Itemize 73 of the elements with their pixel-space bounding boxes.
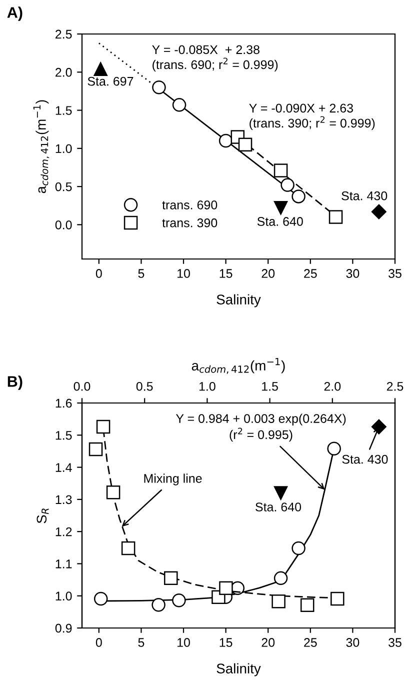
point (152, 598, 166, 612)
y-tick-label: 1.5 (56, 106, 72, 115)
point (274, 164, 288, 178)
x-tick-label: 35 (388, 638, 402, 647)
annotation: Y = -0.090X + 2.63 (trans. 390; r$^{2}$ = 0.999) (249, 104, 375, 130)
x-tick-label: 35 (388, 269, 402, 278)
text: A) (7, 6, 22, 21)
x-tick-label: 25 (304, 638, 317, 647)
point (327, 442, 341, 456)
point (218, 134, 233, 148)
x-axis-title: Salinity (216, 294, 261, 308)
x-tick-label: 15 (220, 638, 232, 647)
x-tick-label: 25 (304, 269, 317, 278)
annotation: Sta. 640 (256, 502, 302, 512)
x-tick-label: 0 (96, 638, 102, 647)
point (292, 541, 306, 556)
x-tick-label: 20 (262, 638, 275, 647)
y-tick-label: 1.5 (56, 431, 72, 440)
point (172, 98, 186, 112)
x-tick-label: 5 (138, 638, 144, 647)
annotation: Y = 0.984 + 0.003 exp(0.264X) (r$^{2}$ = 0.995) (176, 414, 346, 442)
legend-label: trans. 390 (162, 218, 218, 228)
y-tick-label: 0.9 (55, 624, 72, 633)
y-tick-label: 1.1 (56, 560, 72, 568)
x-axis-title: Salinity (216, 663, 261, 676)
y-tick-label: 1.0 (56, 592, 72, 601)
x2-tick-label: 2.0 (324, 382, 341, 391)
x-tick-label: 30 (346, 638, 360, 647)
x2-tick-label: 0.0 (74, 382, 90, 391)
annotation: Y = -0.085X + 2.38 (trans. 690; r$^{2}$ = 0.999) (152, 45, 278, 72)
x2-tick-label: 2.5 (386, 382, 404, 391)
annotation: Sta. 430 (342, 454, 388, 464)
point (274, 201, 288, 215)
point (238, 138, 252, 152)
text: B) (8, 376, 22, 390)
y-tick-label: 1.4 (56, 463, 72, 472)
point (94, 592, 108, 606)
legend-label: trans. 690 (162, 200, 218, 210)
point (371, 204, 386, 220)
x-tick-label: 5 (138, 269, 144, 278)
point (328, 210, 343, 224)
point (152, 80, 166, 94)
point (371, 419, 386, 434)
point (274, 486, 288, 500)
y-tick-label: 2.5 (56, 30, 72, 39)
annotation: Sta. 697 (88, 76, 134, 86)
y-tick-label: 1.3 (56, 495, 72, 504)
x-tick-label: 10 (178, 269, 190, 278)
y-tick-label: 0.5 (55, 182, 72, 192)
x2-tick-label: 1.0 (199, 382, 216, 391)
y-tick-label: 1.2 (56, 527, 72, 536)
y-tick-label: 1.6 (56, 398, 72, 408)
point (292, 190, 306, 204)
x2-tick-label: 0.5 (136, 382, 153, 391)
y-tick-label: 0.0 (55, 220, 72, 230)
y-axis-title: a$_{cdom,412}$(m$^{−1}$) (33, 100, 50, 194)
y-tick-label: 2.0 (56, 68, 72, 77)
x-tick-label: 20 (262, 269, 275, 278)
x-tick-label: 0 (96, 269, 102, 278)
annotation: Sta. 430 (342, 191, 388, 200)
x-tick-label: 10 (178, 638, 190, 647)
point (274, 571, 288, 586)
point (94, 62, 108, 76)
y-tick-label: 1.0 (56, 144, 72, 154)
point (172, 593, 186, 608)
x-tick-label: 15 (220, 269, 232, 278)
annotation: Sta. 640 (257, 217, 303, 226)
x2-axis-title: a$_{cdom,412}$(m$^{−1}$) (192, 358, 285, 374)
x-tick-label: 30 (346, 269, 360, 278)
annotation: Mixing line (144, 474, 202, 486)
point (280, 178, 294, 192)
y-axis-title: S$_{R}$ (36, 508, 49, 524)
x2-tick-label: 1.5 (262, 382, 278, 391)
